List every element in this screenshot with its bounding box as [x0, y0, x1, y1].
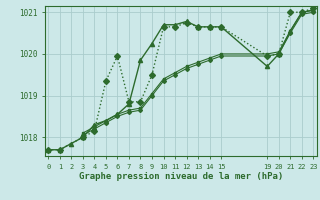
X-axis label: Graphe pression niveau de la mer (hPa): Graphe pression niveau de la mer (hPa): [79, 172, 283, 181]
